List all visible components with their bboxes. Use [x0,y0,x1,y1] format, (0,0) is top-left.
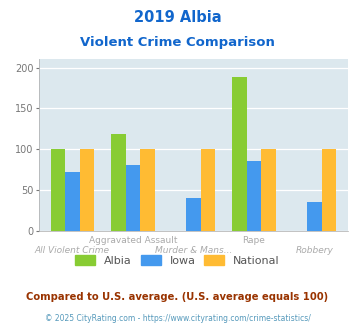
Text: © 2025 CityRating.com - https://www.cityrating.com/crime-statistics/: © 2025 CityRating.com - https://www.city… [45,314,310,323]
Bar [232,77,247,231]
Bar [307,202,322,231]
Text: Robbery: Robbery [296,246,334,255]
Bar [140,149,155,231]
Text: Aggravated Assault: Aggravated Assault [89,236,177,245]
Text: Compared to U.S. average. (U.S. average equals 100): Compared to U.S. average. (U.S. average … [26,292,329,302]
Bar [65,172,80,231]
Text: All Violent Crime: All Violent Crime [35,246,110,255]
Bar [186,198,201,231]
Bar [126,165,140,231]
Bar [80,149,94,231]
Text: Murder & Mans...: Murder & Mans... [155,246,232,255]
Bar [111,134,126,231]
Legend: Albia, Iowa, National: Albia, Iowa, National [71,250,284,270]
Bar [261,149,276,231]
Bar [247,161,261,231]
Bar [322,149,337,231]
Text: Violent Crime Comparison: Violent Crime Comparison [80,36,275,49]
Bar [50,149,65,231]
Text: Rape: Rape [242,236,266,245]
Bar [201,149,215,231]
Text: 2019 Albia: 2019 Albia [134,10,221,25]
